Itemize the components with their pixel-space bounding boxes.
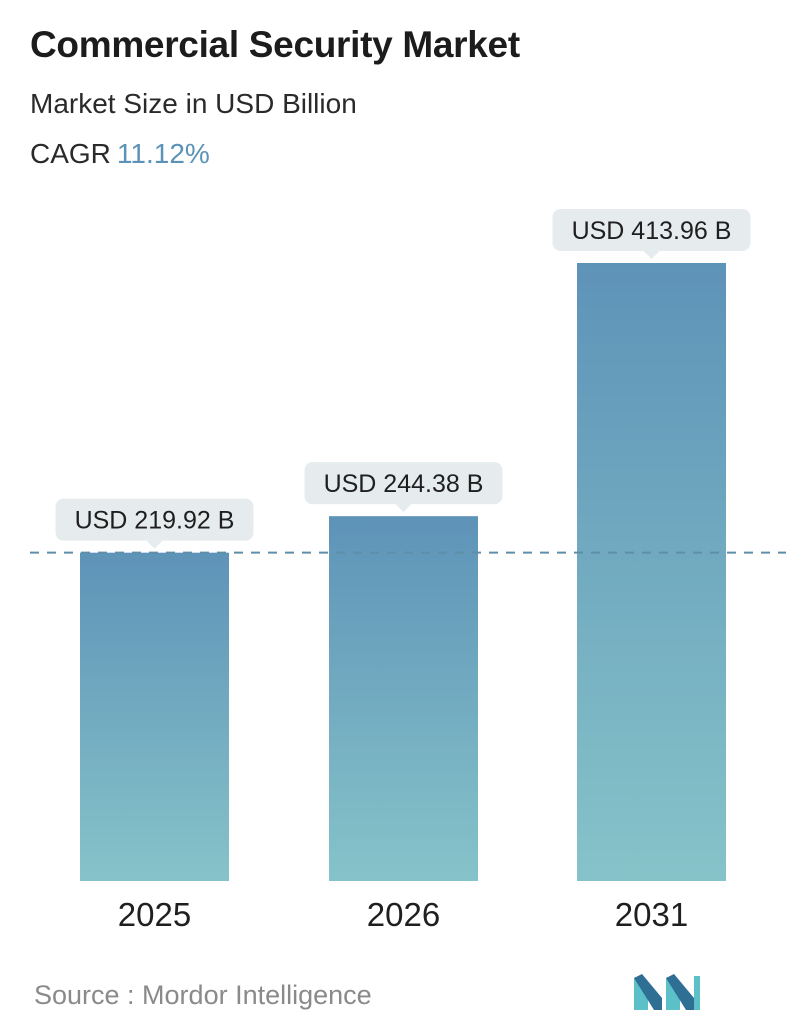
data-label-2026: USD 244.38 B (304, 462, 503, 513)
data-label-text: USD 244.38 B (324, 470, 484, 498)
cagr-line: CAGR 11.12% (30, 138, 210, 170)
data-label-text: USD 219.92 B (75, 507, 235, 535)
x-tick-label-2031: 2031 (615, 896, 688, 933)
cagr-label: CAGR (30, 138, 111, 169)
data-label-2031: USD 413.96 B (552, 209, 751, 259)
mordor-intelligence-logo (634, 974, 700, 1010)
bar-2026 (329, 516, 478, 881)
chart-subtitle: Market Size in USD Billion (30, 88, 357, 119)
data-label-pointer (395, 504, 412, 513)
data-label-pointer (643, 251, 660, 259)
bars-layer (80, 263, 726, 881)
data-label-box (55, 498, 254, 541)
data-label-2025: USD 219.92 B (55, 498, 254, 549)
data-label-box (304, 462, 503, 505)
bar-2025 (80, 552, 229, 881)
data-label-pointer (146, 540, 163, 549)
chart-title: Commercial Security Market (30, 24, 520, 65)
data-label-text: USD 413.96 B (572, 217, 732, 245)
source-note: Source : Mordor Intelligence (34, 980, 372, 1010)
x-tick-label-2026: 2026 (367, 896, 440, 933)
cagr-value: 11.12% (116, 138, 210, 169)
bar-2031 (577, 263, 726, 881)
labels-layer: USD 219.92 B 2025 USD 244.38 B 2026 USD 413.… (55, 209, 751, 933)
x-tick-label-2025: 2025 (118, 896, 191, 933)
data-label-box (552, 209, 751, 251)
